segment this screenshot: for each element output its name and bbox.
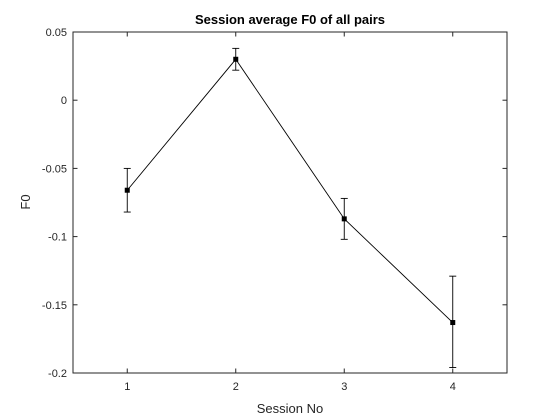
- x-tick-label: 4: [450, 381, 456, 393]
- series-line: [126, 58, 454, 323]
- chart-title: Session average F0 of all pairs: [195, 12, 385, 27]
- data-point: [341, 216, 347, 222]
- y-axis-label: F0: [18, 194, 33, 209]
- x-axis-label: Session No: [257, 401, 323, 416]
- plot-area: [72, 31, 508, 374]
- series-layer: [123, 47, 457, 368]
- y-tick-label: -0.05: [42, 163, 67, 175]
- data-point: [450, 320, 456, 326]
- data-point: [233, 56, 239, 62]
- x-tick-label: 3: [341, 381, 347, 393]
- data-point: [124, 187, 130, 193]
- x-tick-label: 2: [233, 381, 239, 393]
- y-axis: -0.2 -0.15 -0.1 -0.05 0 0.05: [42, 27, 507, 380]
- y-tick-label: 0: [61, 95, 67, 107]
- x-axis: 1 2 3 4: [124, 32, 456, 393]
- y-tick-label: -0.1: [48, 232, 67, 244]
- y-tick-label: 0.05: [46, 27, 67, 39]
- y-tick-label: -0.15: [42, 300, 67, 312]
- x-tick-label: 1: [124, 381, 130, 393]
- y-tick-label: -0.2: [48, 368, 67, 380]
